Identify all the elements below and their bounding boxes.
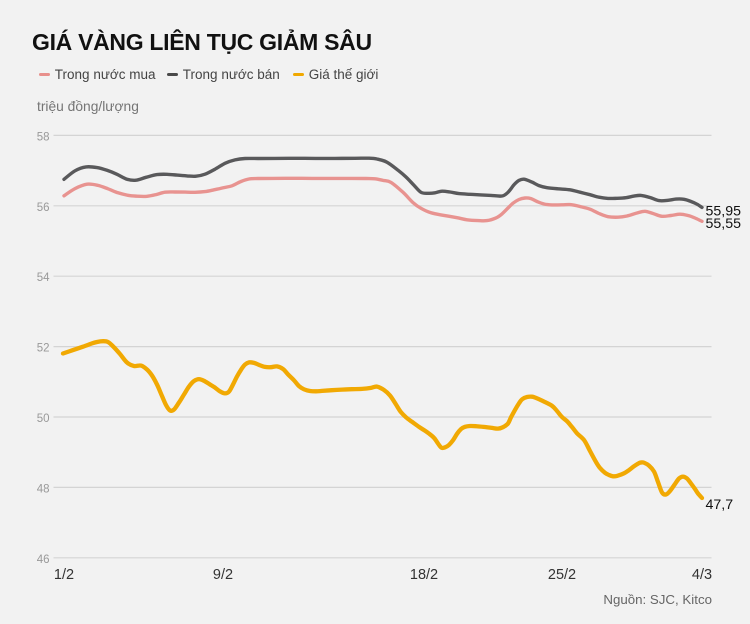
svg-text:47,7: 47,7 <box>706 497 734 513</box>
svg-text:25/2: 25/2 <box>548 567 576 583</box>
svg-text:4/3: 4/3 <box>692 567 712 583</box>
svg-text:54: 54 <box>37 272 50 284</box>
svg-text:18/2: 18/2 <box>410 567 438 583</box>
svg-text:52: 52 <box>37 343 50 355</box>
svg-text:46: 46 <box>37 554 50 566</box>
svg-text:56: 56 <box>37 202 50 214</box>
svg-text:50: 50 <box>37 413 50 425</box>
svg-text:55,95: 55,95 <box>706 203 742 219</box>
svg-text:48: 48 <box>37 483 50 495</box>
svg-text:58: 58 <box>37 131 50 143</box>
svg-text:9/2: 9/2 <box>213 567 233 583</box>
svg-text:55,55: 55,55 <box>706 216 742 232</box>
svg-text:1/2: 1/2 <box>54 567 74 583</box>
